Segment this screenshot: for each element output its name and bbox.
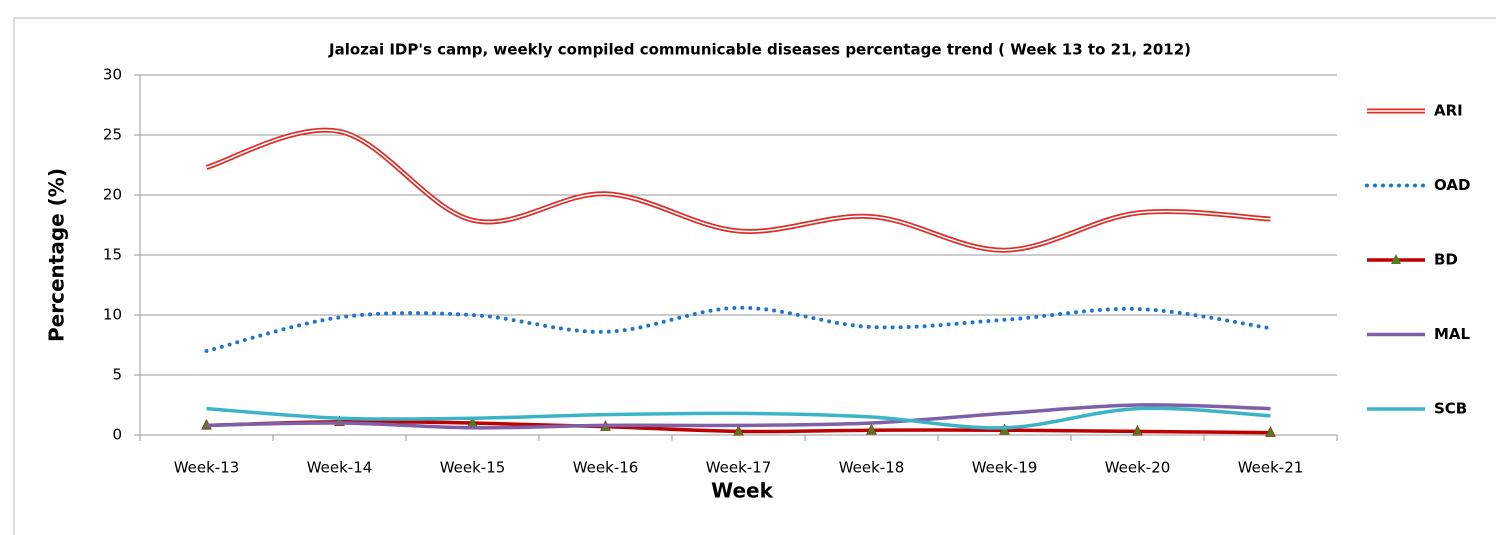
x-tick-label: Week-15 [440,459,506,477]
legend-label: MAL [1434,325,1471,343]
y-axis-title: Percentage (%) [45,168,69,342]
y-tick-label: 20 [103,186,122,204]
y-tick-label: 15 [103,246,122,264]
y-tick-label: 5 [112,366,122,384]
line [204,305,1273,353]
marker [733,424,744,436]
marker [866,423,877,435]
chart-frame [13,17,1496,535]
y-tick-label: 25 [103,126,122,144]
x-axis-title: Week [711,479,773,503]
y-tick-label: 10 [103,306,122,324]
legend-label: BD [1434,251,1458,269]
x-tick-label: Week-14 [307,459,373,477]
line [206,403,1271,430]
marker [1265,426,1276,437]
x-tick-label: Week-13 [174,459,240,477]
x-tick-label: Week-20 [1105,459,1171,477]
legend-label: SCB [1434,400,1467,418]
legend-label: OAD [1434,176,1470,194]
marker [1132,424,1143,436]
line [205,127,1271,253]
y-tick-label: 30 [103,66,122,84]
legend-label: ARI [1434,102,1463,120]
x-tick-label: Week-17 [706,459,772,477]
legend-marker [1391,254,1401,264]
y-tick-label: 0 [112,426,122,444]
chart-title: Jalozai IDP's camp, weekly compiled comm… [328,41,1191,59]
line-inner [206,129,1271,251]
x-tick-label: Week-19 [972,459,1038,477]
x-tick-label: Week-18 [839,459,905,477]
line [206,406,1271,430]
x-tick-label: Week-16 [573,459,639,477]
x-tick-label: Week-21 [1238,459,1304,477]
